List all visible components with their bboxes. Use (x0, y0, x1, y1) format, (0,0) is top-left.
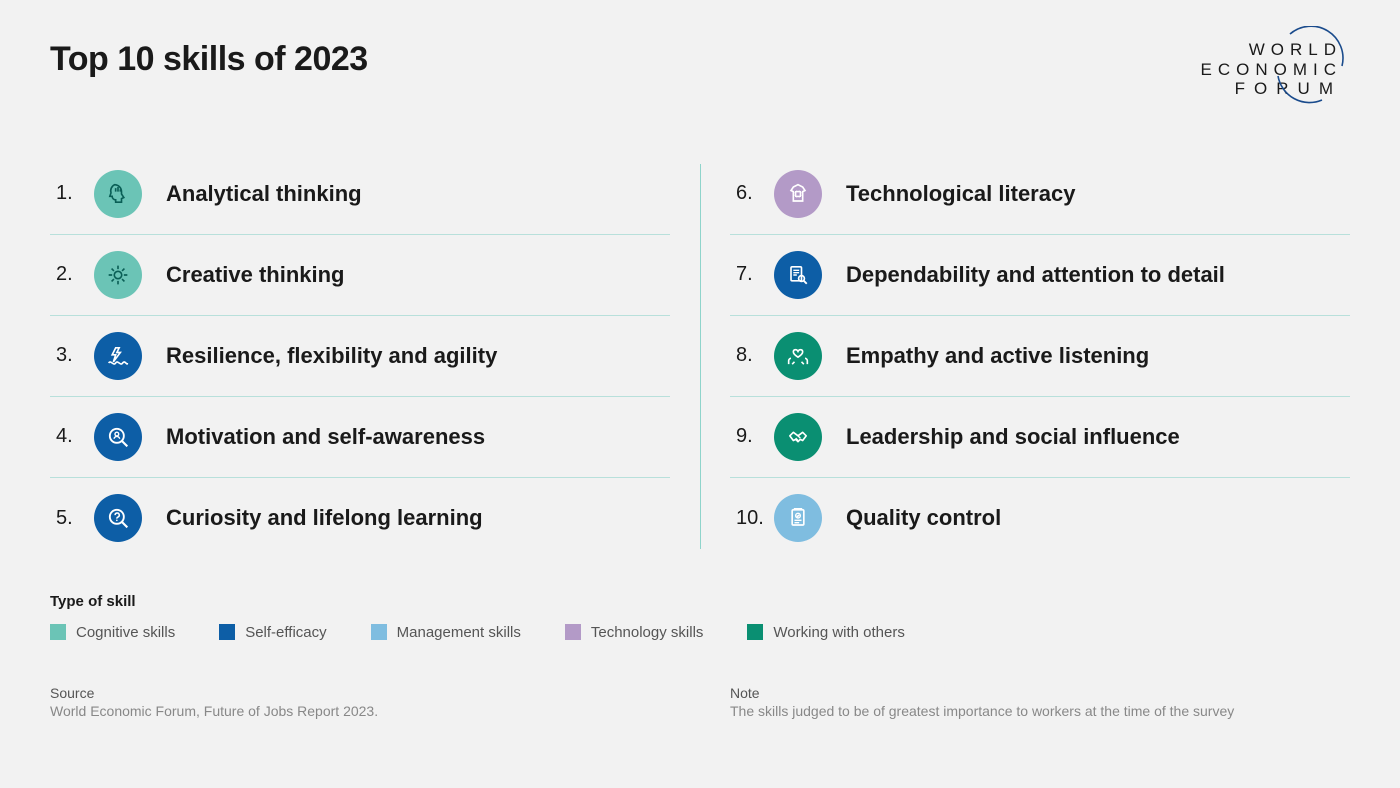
skill-row: 5. Curiosity and lifelong learning (50, 478, 670, 559)
skill-label: Technological literacy (846, 181, 1075, 207)
skill-rank: 2. (50, 263, 94, 286)
source-text: World Economic Forum, Future of Jobs Rep… (50, 703, 670, 719)
legend-title: Type of skill (50, 593, 1350, 610)
skill-row: 9. Leadership and social influence (730, 397, 1350, 478)
skill-rank: 9. (730, 425, 774, 448)
gear-idea-icon (94, 251, 142, 299)
skill-rank: 6. (730, 182, 774, 205)
heart-hands-icon (774, 332, 822, 380)
skill-row: 4. Motivation and self-awareness (50, 397, 670, 478)
legend-item: Management skills (371, 624, 521, 641)
chip-shirt-icon (774, 170, 822, 218)
logo-arc-icon (1270, 26, 1350, 106)
skills-column-left: 1. Analytical thinking 2. Creative thinking… (50, 154, 700, 559)
skill-rank: 1. (50, 182, 94, 205)
skill-label: Dependability and attention to detail (846, 262, 1225, 288)
source-label: Source (50, 685, 670, 701)
skill-row: 3. Resilience, flexibility and agility (50, 316, 670, 397)
skill-rank: 10. (730, 507, 774, 530)
legend-item: Cognitive skills (50, 624, 175, 641)
header: Top 10 skills of 2023 WORLD ECONOMIC FOR… (50, 40, 1350, 99)
skill-rank: 7. (730, 263, 774, 286)
skill-row: 10. Quality control (730, 478, 1350, 559)
checklist-icon (774, 494, 822, 542)
legend-item: Self-efficacy (219, 624, 326, 641)
wef-logo: WORLD ECONOMIC FORUM (1201, 40, 1351, 99)
magnify-question-icon (94, 494, 142, 542)
skill-label: Quality control (846, 505, 1001, 531)
skill-label: Analytical thinking (166, 181, 362, 207)
note-text: The skills judged to be of greatest impo… (730, 703, 1350, 719)
legend-swatch (371, 624, 387, 640)
skill-row: 1. Analytical thinking (50, 154, 670, 235)
legend-label: Management skills (397, 624, 521, 641)
skill-label: Curiosity and lifelong learning (166, 505, 483, 531)
skill-row: 7. Dependability and attention to detail (730, 235, 1350, 316)
skill-row: 6. Technological literacy (730, 154, 1350, 235)
head-chart-icon (94, 170, 142, 218)
skill-label: Resilience, flexibility and agility (166, 343, 497, 369)
magnify-person-icon (94, 413, 142, 461)
skill-label: Leadership and social influence (846, 424, 1180, 450)
handshake-icon (774, 413, 822, 461)
legend-label: Self-efficacy (245, 624, 326, 641)
skill-row: 2. Creative thinking (50, 235, 670, 316)
skills-column-right: 6. Technological literacy 7. Dependability … (700, 154, 1350, 559)
legend-swatch (565, 624, 581, 640)
legend-swatch (747, 624, 763, 640)
legend-swatch (219, 624, 235, 640)
skill-label: Empathy and active listening (846, 343, 1149, 369)
legend-label: Cognitive skills (76, 624, 175, 641)
page-title: Top 10 skills of 2023 (50, 40, 368, 79)
column-divider (700, 164, 701, 549)
skill-rank: 8. (730, 344, 774, 367)
legend: Type of skill Cognitive skills Self-effic… (50, 593, 1350, 641)
skill-label: Motivation and self-awareness (166, 424, 485, 450)
skill-rank: 4. (50, 425, 94, 448)
legend-label: Working with others (773, 624, 904, 641)
skill-rank: 5. (50, 507, 94, 530)
skill-label: Creative thinking (166, 262, 344, 288)
skill-row: 8. Empathy and active listening (730, 316, 1350, 397)
note-label: Note (730, 685, 1350, 701)
legend-items: Cognitive skills Self-efficacy Management … (50, 624, 1350, 641)
source-block: Source World Economic Forum, Future of J… (50, 685, 670, 719)
legend-item: Working with others (747, 624, 904, 641)
doc-search-icon (774, 251, 822, 299)
skill-rank: 3. (50, 344, 94, 367)
legend-swatch (50, 624, 66, 640)
legend-label: Technology skills (591, 624, 704, 641)
footer: Source World Economic Forum, Future of J… (50, 685, 1350, 719)
bolt-wave-icon (94, 332, 142, 380)
note-block: Note The skills judged to be of greatest… (730, 685, 1350, 719)
legend-item: Technology skills (565, 624, 704, 641)
skills-columns: 1. Analytical thinking 2. Creative thinking… (50, 154, 1350, 559)
